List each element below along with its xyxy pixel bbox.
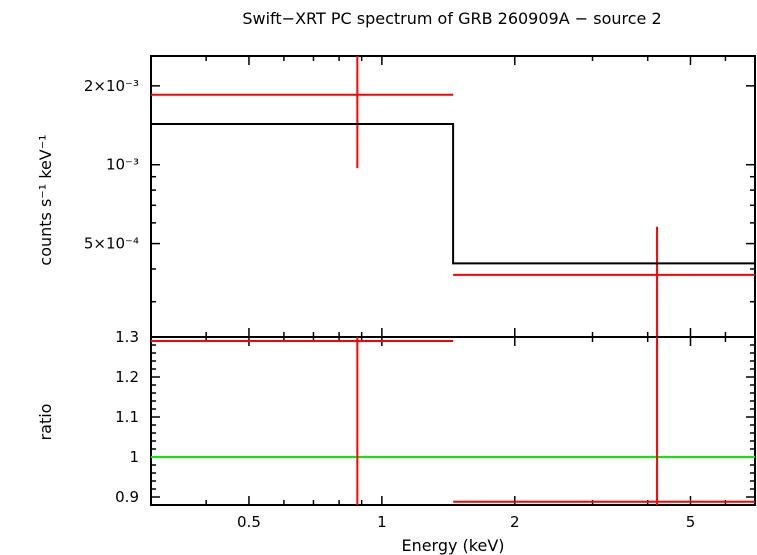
ratio-y-tick-labels: 0.9 1 1.1 1.2 1.3 (115, 328, 139, 506)
spectrum-panel: counts s⁻¹ keV⁻¹ 2×10⁻³ 10⁻³ 5×10⁻⁴ (36, 55, 756, 338)
model-step-line (151, 123, 755, 265)
spectrum-y-tick-label: 10⁻³ (106, 156, 139, 174)
spectrum-y-tick-labels: 2×10⁻³ 10⁻³ 5×10⁻⁴ (84, 77, 139, 253)
x-tick-labels: 0.5 1 2 5 (237, 513, 695, 531)
ratio-y-tick-label: 1.2 (115, 368, 139, 386)
spectrum-ticks (150, 56, 756, 337)
x-axis-label: Energy (keV) (401, 536, 504, 555)
ratio-y-tick-label: 1 (129, 448, 139, 466)
spectrum-marks (151, 56, 755, 337)
x-tick-label: 0.5 (237, 513, 261, 531)
ratio-y-tick-label: 1.1 (115, 408, 139, 426)
x-tick-label: 1 (377, 513, 387, 531)
spectrum-y-tick-label: 2×10⁻³ (84, 77, 139, 95)
ratio-ticks (150, 336, 756, 505)
ratio-y-tick-label: 0.9 (115, 488, 139, 506)
ratio-y-axis-label: ratio (36, 404, 55, 441)
spectrum-y-axis-label: counts s⁻¹ keV⁻¹ (36, 134, 55, 265)
ratio-panel-frame (150, 336, 756, 506)
ratio-panel: ratio Energy (keV) 0.9 1 1.1 1.2 1.3 0.5 1 2 5 (36, 328, 756, 555)
x-tick-label: 5 (686, 513, 696, 531)
x-tick-label: 2 (510, 513, 520, 531)
spectrum-y-tick-label: 5×10⁻⁴ (84, 235, 139, 253)
ratio-marks (151, 337, 755, 505)
ratio-y-tick-label: 1.3 (115, 328, 139, 346)
chart-title: Swift−XRT PC spectrum of GRB 260909A − s… (242, 9, 661, 28)
